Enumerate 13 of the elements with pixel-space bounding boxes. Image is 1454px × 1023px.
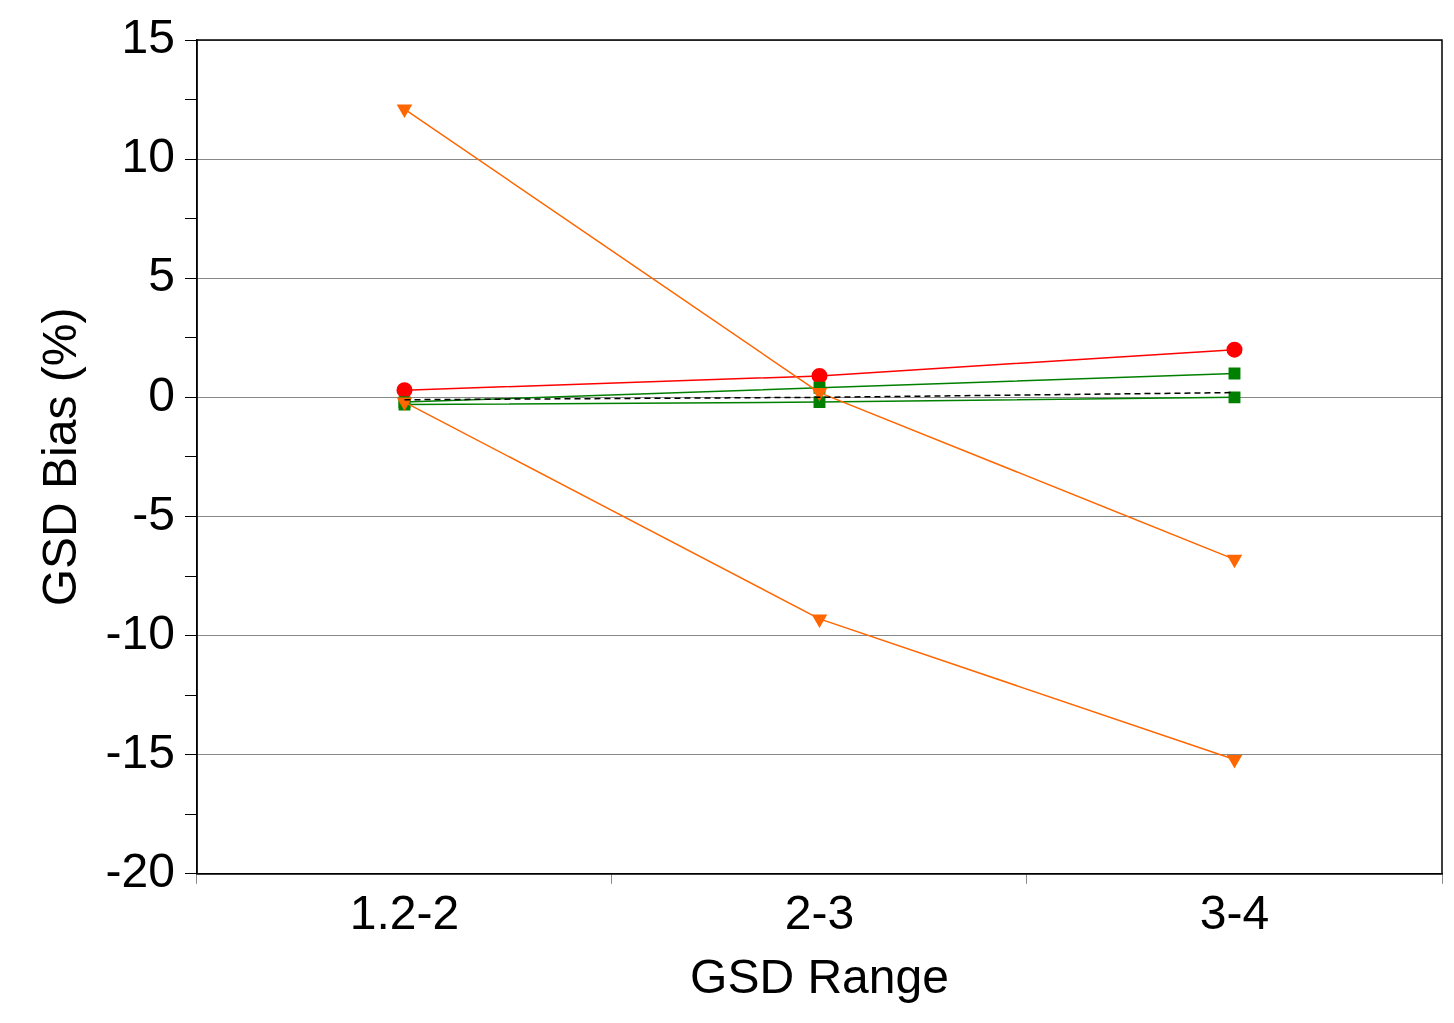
x-axis-title: GSD Range [690, 950, 949, 1004]
y-tick-label: 10 [121, 129, 175, 183]
y-tick-label: -15 [105, 724, 175, 778]
y-tick-label: 0 [148, 367, 175, 421]
y-tick-label: -20 [105, 844, 175, 898]
x-tick-label: 3-4 [1199, 885, 1270, 939]
y-tick-label: -10 [105, 605, 175, 659]
y-tick-label: 15 [121, 10, 175, 64]
x-tick-label: 1.2-2 [349, 885, 460, 939]
y-axis-title: GSD Bias (%) [33, 307, 87, 607]
y-tick-label: 5 [148, 248, 175, 302]
x-tick-label: 2-3 [784, 885, 855, 939]
y-tick-label: -5 [132, 486, 175, 540]
